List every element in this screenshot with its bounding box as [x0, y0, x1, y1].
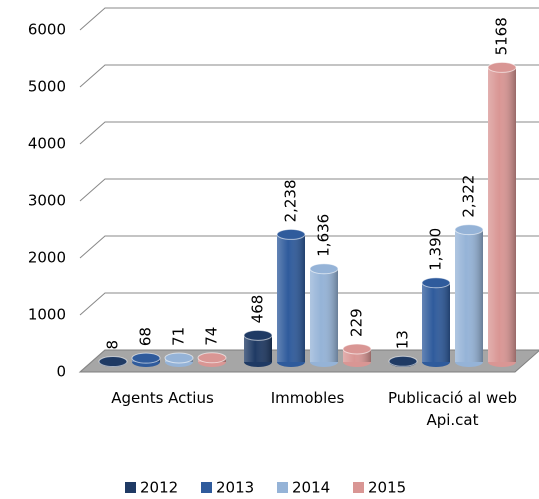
value-label: 2,322	[460, 175, 478, 218]
value-label: 8	[104, 340, 122, 350]
cylinder	[164, 352, 194, 367]
y-tick-label: 0	[56, 363, 66, 381]
y-tick-label: 6000	[28, 21, 66, 39]
x-tick-label: Agents Actius	[111, 389, 214, 407]
legend-label: 2012	[140, 479, 178, 497]
cylinder	[98, 356, 128, 368]
value-label: 229	[348, 308, 366, 337]
cylinder-top	[276, 228, 306, 240]
bar-shade	[277, 234, 305, 362]
legend-label: 2014	[292, 479, 330, 497]
x-tick-label: Publicació al web Api.cat	[387, 389, 518, 429]
cylinder	[342, 343, 372, 367]
axis-left	[79, 349, 106, 373]
value-label: 5168	[493, 17, 511, 55]
cylinder-top	[342, 343, 372, 355]
value-label: 68	[137, 327, 155, 346]
grid-line	[79, 235, 539, 259]
y-tick-label: 3000	[28, 192, 66, 210]
bar-shade	[422, 282, 450, 362]
cylinder-top	[98, 356, 128, 368]
y-tick-label: 4000	[28, 135, 66, 153]
cylinder-top	[164, 352, 194, 364]
cylinder-top	[388, 355, 418, 367]
y-tick-label: 1000	[28, 306, 66, 324]
legend-label: 2015	[368, 479, 406, 497]
cylinder	[131, 352, 161, 367]
cylinder-top	[487, 61, 517, 73]
grid-line	[79, 178, 539, 202]
cylinder-top	[454, 224, 484, 236]
y-tick-label: 2000	[28, 249, 66, 267]
cylinder	[243, 329, 273, 367]
cylinder-top	[243, 329, 273, 341]
cylinder	[454, 224, 484, 367]
legend-swatch	[201, 482, 212, 493]
grid-line	[79, 121, 539, 145]
cylinder	[309, 263, 339, 367]
cylinder-top	[131, 352, 161, 364]
cylinder	[276, 228, 306, 367]
grid-line	[79, 7, 539, 31]
cylinder	[421, 277, 451, 367]
cylinder	[197, 352, 227, 367]
value-label: 1,636	[315, 214, 333, 257]
value-label: 2,238	[282, 179, 300, 222]
cylinder	[487, 61, 517, 367]
bar-shade	[488, 67, 516, 362]
cylinder	[388, 355, 418, 367]
value-label: 74	[203, 327, 221, 346]
legend-swatch	[353, 482, 364, 493]
value-label: 468	[249, 295, 267, 324]
value-label: 1,390	[427, 228, 445, 271]
grid-line	[79, 64, 539, 88]
grid-line	[79, 292, 539, 316]
cylinder-top	[197, 352, 227, 364]
bar-shade	[310, 268, 338, 362]
bar-shade	[455, 229, 483, 362]
legend-swatch	[277, 482, 288, 493]
legend-label: 2013	[216, 479, 254, 497]
x-tick-label: Immobles	[270, 389, 345, 407]
value-label: 13	[394, 330, 412, 349]
cylinder-top	[309, 263, 339, 275]
value-label: 71	[170, 327, 188, 346]
y-tick-label: 5000	[28, 78, 66, 96]
cylinder-top	[421, 277, 451, 289]
legend-swatch	[125, 482, 136, 493]
